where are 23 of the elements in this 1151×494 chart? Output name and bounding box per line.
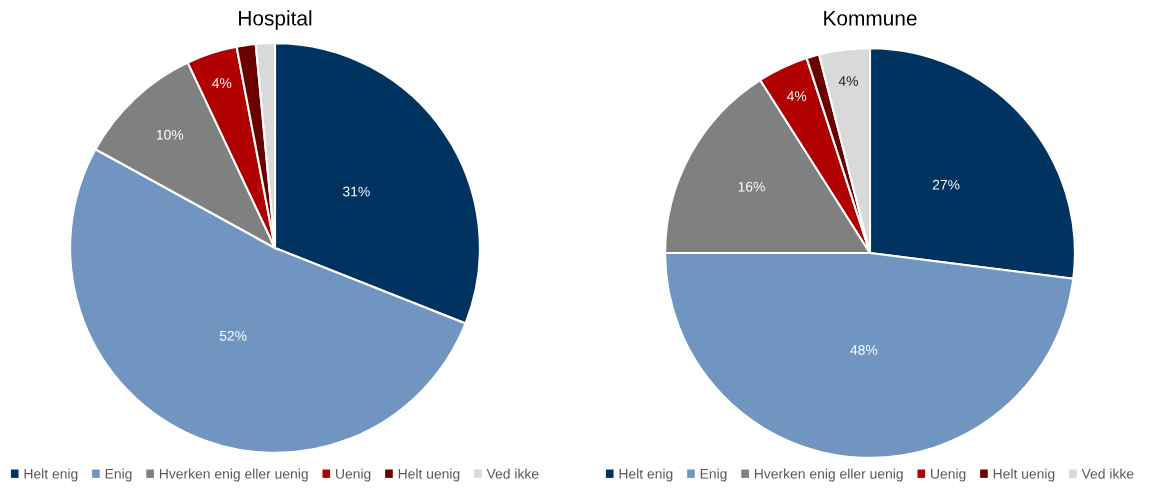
legend-label: Uenig bbox=[931, 468, 966, 482]
legend-label: Enig bbox=[700, 468, 727, 482]
data-label: 48% bbox=[850, 345, 878, 355]
chart-title: Kommune bbox=[824, 11, 917, 26]
legend-label: Enig bbox=[105, 468, 132, 482]
legend-label: Helt enig bbox=[24, 468, 78, 482]
legend-label: Helt uenig bbox=[398, 468, 460, 482]
data-label: 4% bbox=[838, 76, 858, 86]
legend-label: Ved ikke bbox=[1081, 468, 1134, 479]
data-label: 16% bbox=[738, 181, 765, 192]
legend-label: Ved ikke bbox=[486, 468, 539, 479]
data-label: 27% bbox=[932, 179, 960, 190]
legend-label: Helt uenig bbox=[993, 468, 1055, 482]
legend-label: Hverken enig eller uenig bbox=[159, 468, 308, 482]
data-label: 10% bbox=[156, 129, 184, 140]
data-label: 31% bbox=[342, 186, 370, 197]
data-label: 4% bbox=[212, 78, 232, 88]
legend-label: Hverken enig eller uenig bbox=[754, 468, 903, 482]
legend-label: Uenig bbox=[336, 468, 371, 482]
legend-label: Helt enig bbox=[619, 468, 673, 482]
chart-title: Hospital bbox=[239, 10, 312, 30]
data-label: 52% bbox=[219, 330, 247, 341]
data-label: 4% bbox=[787, 91, 807, 101]
